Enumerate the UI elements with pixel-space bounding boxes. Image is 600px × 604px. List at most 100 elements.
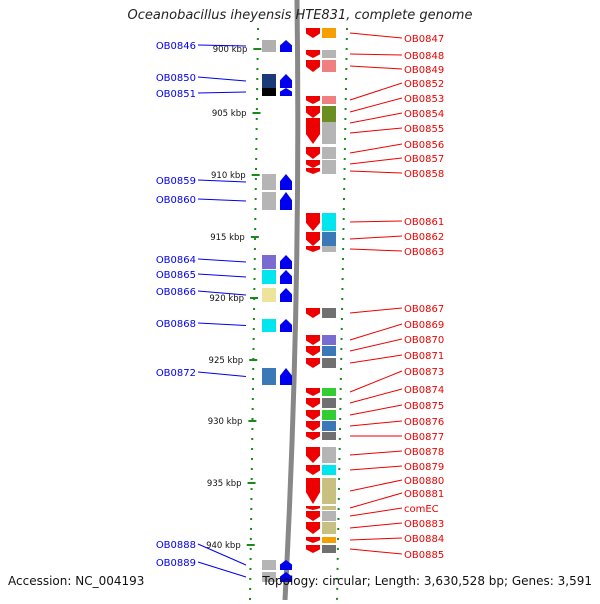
ruler-label: 910 kbp <box>211 171 246 181</box>
reverse-gene-connector <box>349 127 403 134</box>
forward-gene-connector <box>197 179 247 183</box>
forward-gene-connector <box>197 76 247 82</box>
reverse-gene-arrow <box>306 522 320 534</box>
reverse-gene-connector <box>349 492 403 509</box>
reverse-gene-label: OB0867 <box>404 304 444 315</box>
forward-gene-connector <box>197 273 247 278</box>
reverse-gene-arrow <box>306 335 320 345</box>
forward-gene-connector <box>197 258 247 263</box>
reverse-gene-arrow <box>306 147 320 159</box>
reverse-gene-label: OB0884 <box>404 534 444 545</box>
reverse-gene-cog-box <box>322 160 336 168</box>
forward-gene-cog-box <box>262 40 276 52</box>
reverse-gene-label: OB0862 <box>404 232 444 243</box>
reverse-gene-arrow <box>306 50 320 58</box>
reverse-gene-arrow <box>306 465 320 475</box>
reverse-gene-connector <box>349 307 403 314</box>
forward-gene-cog-box <box>262 74 276 88</box>
reverse-gene-cog-box <box>322 506 336 510</box>
forward-gene-label: OB0859 <box>156 176 196 187</box>
forward-gene-label: OB0872 <box>156 368 196 379</box>
reverse-gene-arrow <box>306 213 320 231</box>
reverse-gene-cog-box <box>322 232 336 246</box>
reverse-gene-label: OB0857 <box>404 154 444 165</box>
reverse-gene-connector <box>349 522 403 529</box>
reverse-gene-cog-box <box>322 28 336 38</box>
reverse-gene-cog-box <box>322 60 336 72</box>
forward-gene-connector <box>197 543 247 566</box>
reverse-gene-cog-box <box>322 246 336 252</box>
forward-gene-label: OB0865 <box>156 270 196 281</box>
reverse-gene-connector <box>349 388 403 404</box>
reverse-gene-label: OB0849 <box>404 65 444 76</box>
reverse-gene-arrow <box>306 421 320 431</box>
reverse-gene-label: OB0852 <box>404 79 444 90</box>
ruler-label: 935 kbp <box>207 479 242 489</box>
forward-gene-cog-box <box>262 572 276 582</box>
reverse-gene-connector <box>349 220 403 223</box>
forward-gene-cog-box <box>262 319 276 332</box>
forward-gene-arrow <box>280 288 292 302</box>
forward-gene-connector <box>197 371 247 377</box>
ruler-label: 900 kbp <box>213 45 248 55</box>
reverse-gene-label: OB0847 <box>404 34 444 45</box>
reverse-gene-arrow <box>306 346 320 356</box>
forward-gene-label: OB0868 <box>156 319 196 330</box>
reverse-gene-arrow <box>306 60 320 72</box>
reverse-gene-cog-box <box>322 308 336 318</box>
reverse-gene-label: OB0856 <box>404 140 444 151</box>
reverse-gene-cog-box <box>322 106 336 118</box>
reverse-gene-arrow <box>306 246 320 252</box>
reverse-gene-connector <box>349 450 403 456</box>
reverse-gene-arrow <box>306 160 320 168</box>
reverse-gene-label: OB0870 <box>404 335 444 346</box>
reverse-gene-label: OB0871 <box>404 351 444 362</box>
forward-gene-arrow <box>280 319 292 332</box>
reverse-gene-cog-box <box>322 465 336 475</box>
reverse-gene-cog-box <box>322 522 336 534</box>
reverse-gene-label: OB0858 <box>404 169 444 180</box>
forward-gene-arrow <box>280 74 292 88</box>
reverse-gene-arrow <box>306 358 320 368</box>
genome-backbone <box>282 0 301 601</box>
reverse-gene-arrow <box>306 410 320 420</box>
reverse-gene-label: OB0873 <box>404 367 444 378</box>
reverse-gene-arrow <box>306 168 320 174</box>
reverse-gene-connector <box>349 112 403 124</box>
forward-gene-connector <box>197 322 247 326</box>
forward-gene-connector <box>197 91 247 94</box>
reverse-gene-connector <box>349 143 403 154</box>
forward-gene-cog-box <box>262 368 276 385</box>
forward-gene-arrow <box>280 560 292 570</box>
reverse-gene-label: OB0879 <box>404 462 444 473</box>
reverse-gene-arrow <box>306 122 320 144</box>
ruler-label: 905 kbp <box>212 109 247 119</box>
forward-gene-label: OB0860 <box>156 195 196 206</box>
ruler-label: 920 kbp <box>209 294 244 304</box>
reverse-gene-connector <box>349 354 403 364</box>
reverse-gene-connector <box>349 420 403 427</box>
reverse-gene-cog-box <box>322 421 336 431</box>
forward-gene-arrow <box>280 270 292 284</box>
reverse-gene-cog-box <box>322 432 336 440</box>
reverse-gene-cog-box <box>322 398 336 408</box>
reverse-gene-label: OB0861 <box>404 217 444 228</box>
forward-gene-arrow <box>280 40 292 52</box>
reverse-gene-connector <box>349 323 403 341</box>
reverse-gene-connector <box>349 465 403 471</box>
reverse-gene-label: OB0853 <box>404 94 444 105</box>
reverse-gene-connector <box>349 507 403 517</box>
reverse-gene-cog-box <box>322 96 336 104</box>
forward-gene-arrow <box>280 572 292 582</box>
reverse-gene-arrow <box>306 537 320 543</box>
reverse-gene-connector <box>349 97 403 113</box>
reverse-gene-connector <box>349 170 403 174</box>
reverse-gene-label: OB0854 <box>404 109 444 120</box>
reverse-gene-label: OB0874 <box>404 385 444 396</box>
reverse-gene-label: OB0848 <box>404 51 444 62</box>
reverse-gene-connector <box>349 157 403 165</box>
reverse-gene-label: OB0869 <box>404 320 444 331</box>
reverse-gene-label: OB0878 <box>404 447 444 458</box>
reverse-gene-arrow <box>306 106 320 118</box>
ruler-label: 915 kbp <box>210 233 245 243</box>
